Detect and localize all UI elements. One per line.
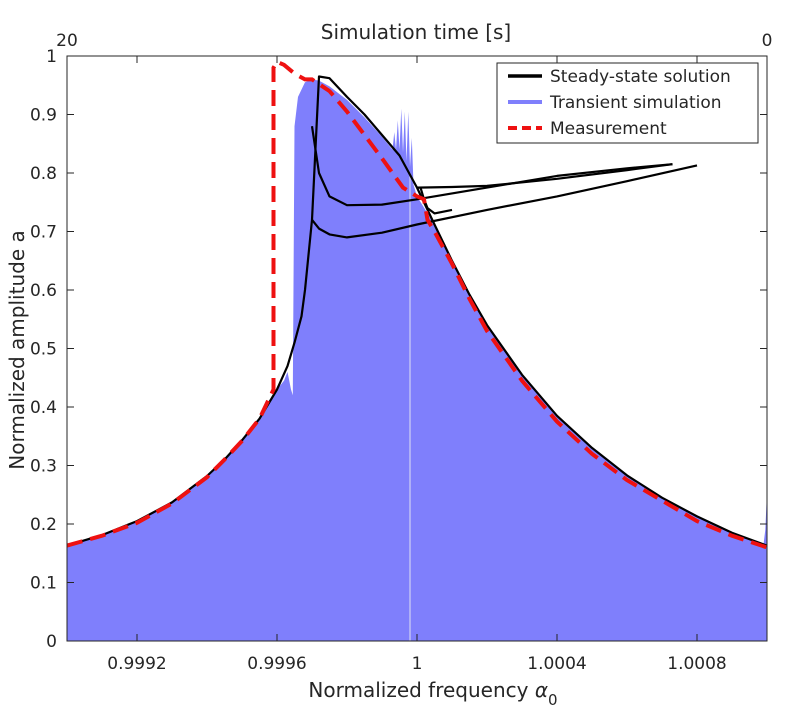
x-tick-label: 0.9992 <box>107 654 166 674</box>
x-axis-alpha-subscript: 0 <box>548 691 558 709</box>
legend: Steady-state solution Transient simulatio… <box>496 62 759 144</box>
legend-label-measurement: Measurement <box>550 119 667 139</box>
y-tick-label: 0.3 <box>30 457 57 477</box>
steady-state-branch-3 <box>310 126 673 207</box>
transient-simulation-area <box>67 79 767 641</box>
y-tick-label: 0 <box>46 632 57 652</box>
x-axis-alpha-symbol: α <box>535 678 548 702</box>
x-tick-label: 1.0008 <box>667 654 726 674</box>
top-axis-title: Simulation time [s] <box>321 20 511 44</box>
x-axis-title-text: Normalized frequency <box>308 678 528 702</box>
x-axis-title: Normalized frequency α0 <box>308 678 557 709</box>
y-tick-label: 0.8 <box>30 164 57 184</box>
y-tick-label: 0.2 <box>30 515 57 535</box>
measurement-line <box>66 59 768 550</box>
top-tick-label: 0 <box>762 31 773 51</box>
x-tick-label: 0.9996 <box>247 654 306 674</box>
plot-area <box>66 59 768 641</box>
steady-state-branch-4 <box>416 163 673 189</box>
y-tick-label: 0.5 <box>30 340 57 360</box>
steady-state-branch-2 <box>311 164 698 239</box>
top-tick-label: 20 <box>56 31 78 51</box>
axes: 0.9992 0.9996 1 1.0004 1.0008 0 0.1 0.2 0.3 0.4 0.… <box>30 31 772 674</box>
legend-label-transient: Transient simulation <box>549 93 722 113</box>
y-axis-title: Normalized amplitude a <box>5 230 29 469</box>
y-tick-label: 1 <box>46 47 57 67</box>
y-tick-label: 0.4 <box>30 398 57 418</box>
y-tick-label: 0.6 <box>30 281 57 301</box>
steady-state-branch-5 <box>419 187 453 215</box>
x-tick-label: 1.0004 <box>527 654 586 674</box>
y-tick-label: 0.9 <box>30 106 57 126</box>
x-tick-label: 1 <box>412 654 423 674</box>
legend-label-steady: Steady-state solution <box>550 67 731 87</box>
y-tick-label: 0.7 <box>30 223 57 243</box>
y-tick-label: 0.1 <box>30 574 57 594</box>
steady-state-branch-1 <box>66 75 768 547</box>
